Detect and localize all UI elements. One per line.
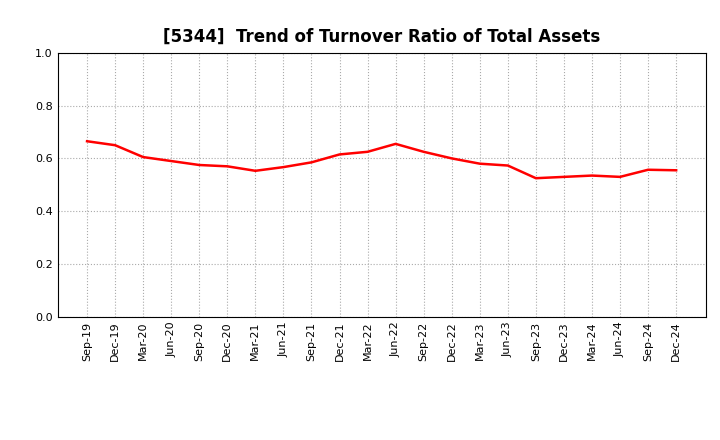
Title: [5344]  Trend of Turnover Ratio of Total Assets: [5344] Trend of Turnover Ratio of Total …	[163, 28, 600, 46]
